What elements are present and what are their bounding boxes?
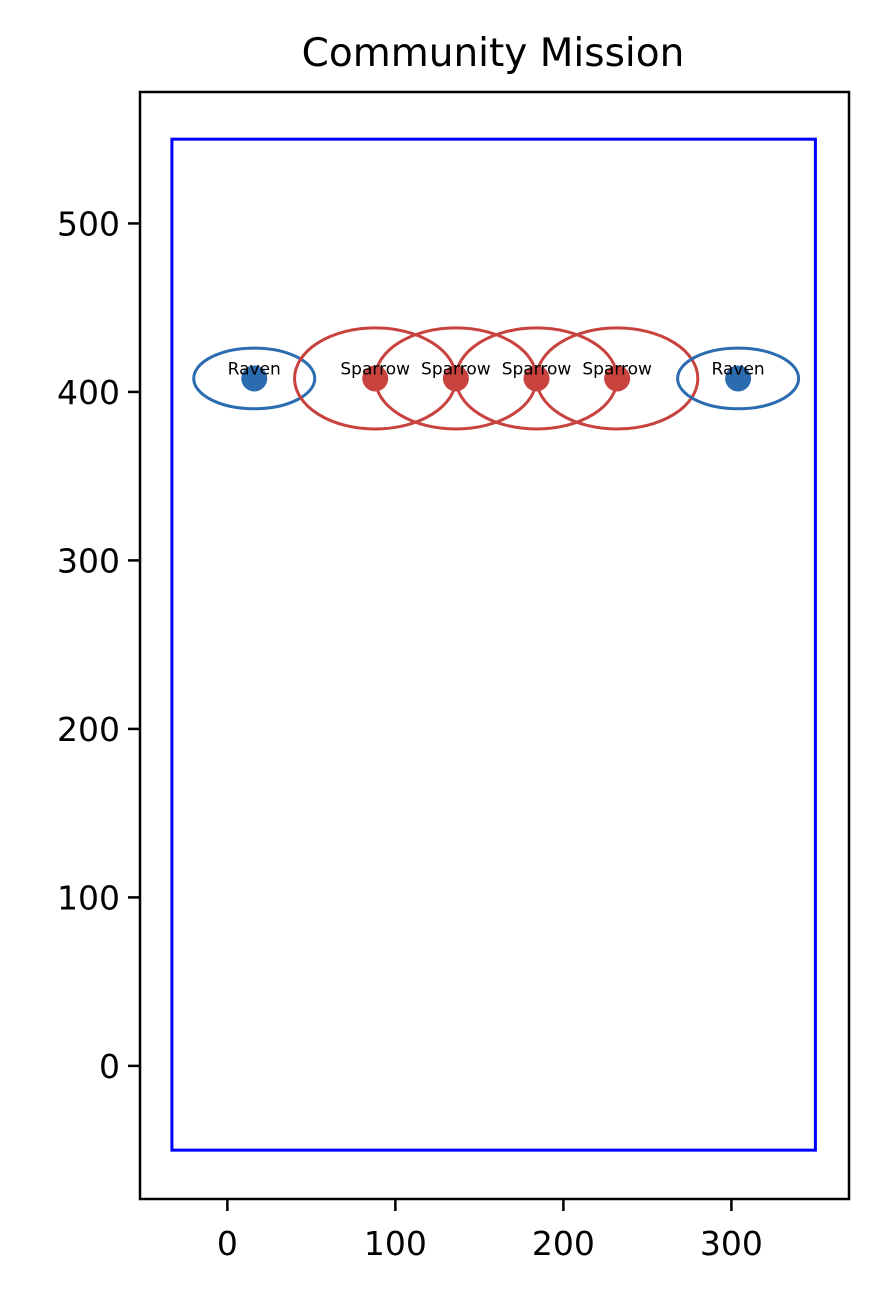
y-tick-label: 500 — [57, 204, 120, 243]
x-tick-label: 100 — [364, 1224, 427, 1263]
y-tick-label: 300 — [57, 541, 120, 580]
y-tick-label: 100 — [57, 878, 120, 917]
y-tick-label: 200 — [57, 710, 120, 749]
point-sparrow-1 — [362, 365, 389, 392]
chart-title: Community Mission — [302, 31, 685, 76]
point-label-2: Sparrow — [421, 359, 491, 379]
range-ellipse-raven-0 — [192, 346, 317, 411]
plot-area: Raven Sparrow Sparrow Sparrow Sparrow Raven — [170, 137, 817, 1152]
point-label-4: Sparrow — [582, 359, 652, 379]
point-label-1: Sparrow — [340, 359, 410, 379]
y-tick-label: 0 — [99, 1047, 120, 1086]
point-label-0: Raven — [228, 359, 281, 379]
boundary-rect — [170, 137, 817, 1152]
point-raven-0 — [241, 365, 268, 392]
x-tick-label: 300 — [700, 1224, 763, 1263]
point-label-5: Raven — [712, 359, 765, 379]
x-tick-label: 0 — [217, 1224, 238, 1263]
x-tick-label: 200 — [532, 1224, 595, 1263]
point-sparrow-4 — [604, 365, 631, 392]
point-sparrow-2 — [442, 365, 469, 392]
y-tick-label: 400 — [57, 373, 120, 412]
point-sparrow-3 — [523, 365, 550, 392]
point-label-3: Sparrow — [502, 359, 572, 379]
point-raven-5 — [725, 365, 752, 392]
axes-frame — [138, 90, 851, 1201]
axes: 0 100 200 300 0 100 200 300 400 500 — [57, 90, 851, 1263]
range-ellipse-raven-5 — [676, 346, 801, 411]
